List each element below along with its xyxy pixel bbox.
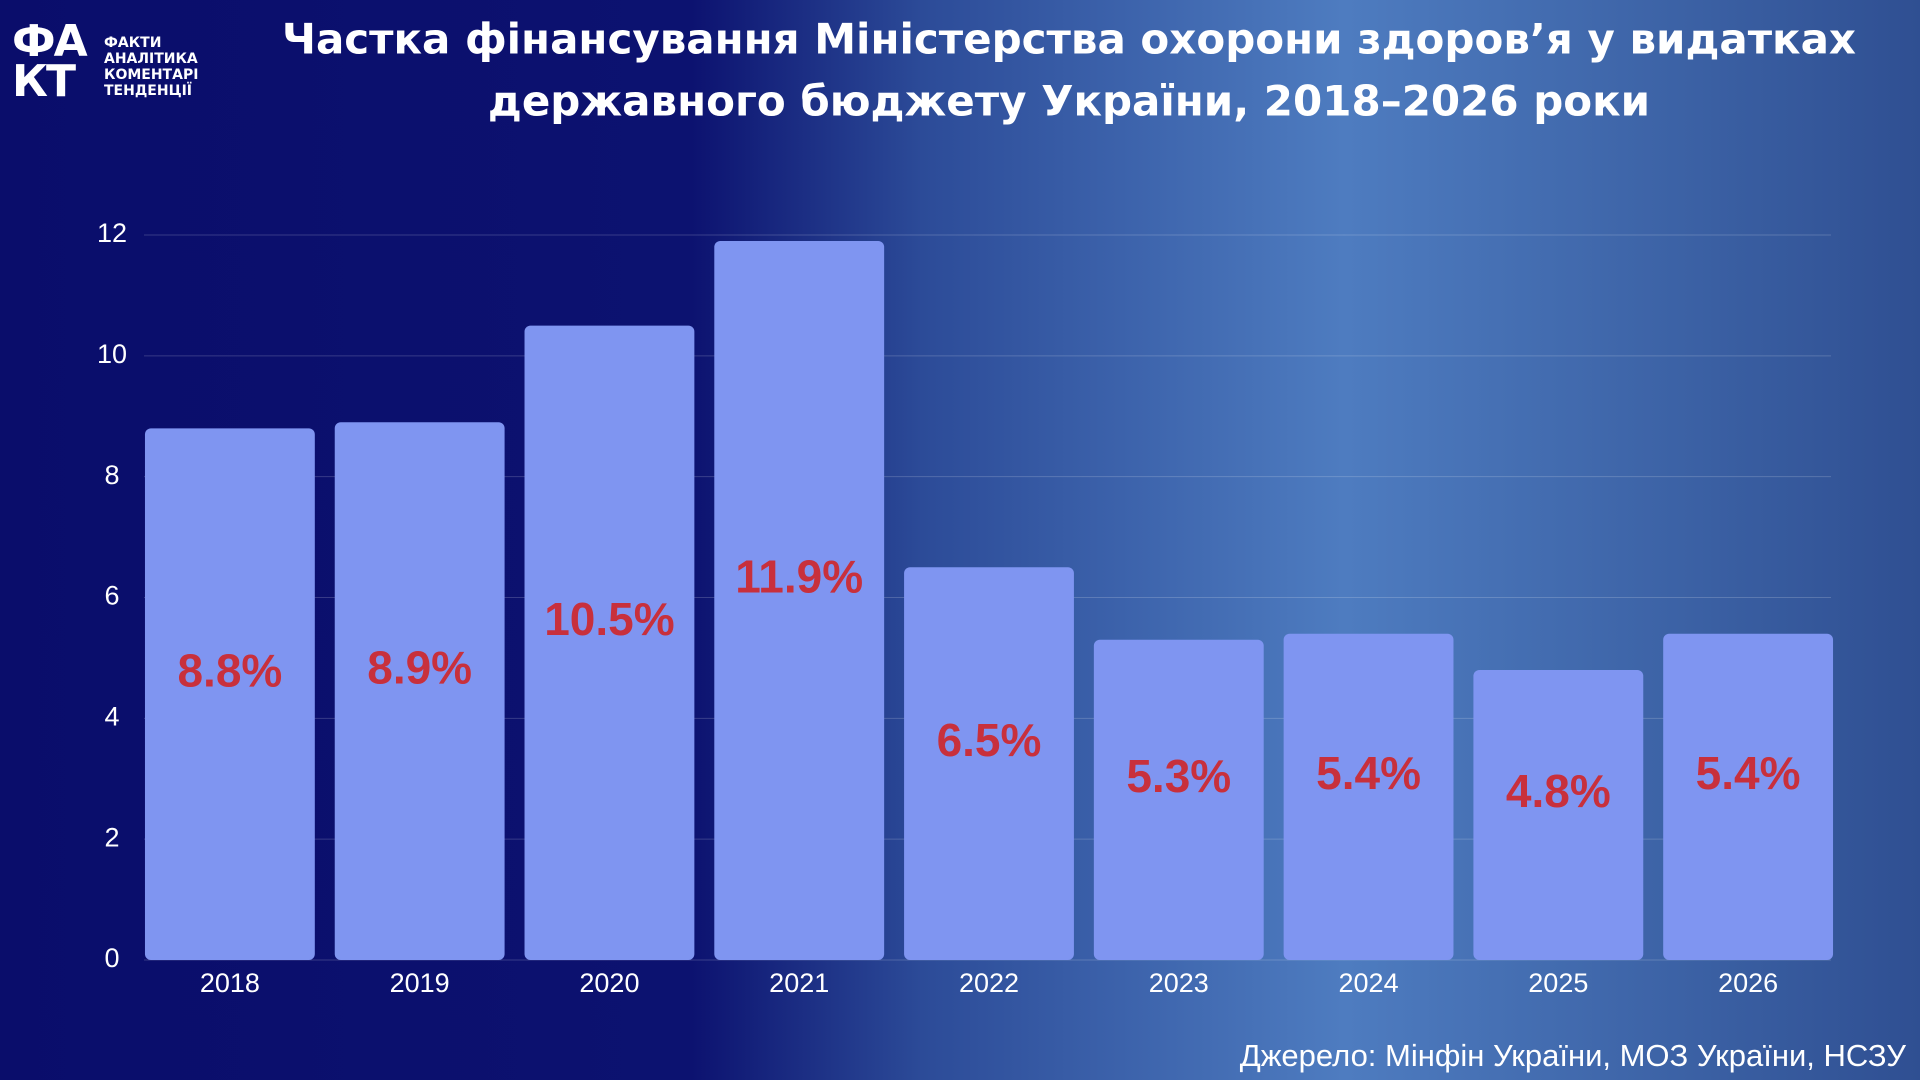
bar (1093, 639, 1264, 960)
x-tick-label: 2024 (1339, 968, 1399, 998)
value-label: 6.5% (937, 714, 1042, 766)
x-tick-label: 2018 (200, 968, 260, 998)
y-tick-label: 10 (97, 339, 127, 369)
x-tick-label: 2020 (579, 968, 639, 998)
y-tick-label: 2 (104, 822, 119, 852)
x-tick-label: 2025 (1528, 968, 1588, 998)
logo-text: АНАЛІТИКА (104, 51, 198, 67)
bar (1473, 670, 1644, 960)
value-label: 5.4% (1316, 747, 1421, 799)
x-tick-label: 2023 (1149, 968, 1209, 998)
bar (714, 241, 885, 960)
value-label: 5.3% (1126, 750, 1231, 802)
x-tick-label: 2022 (959, 968, 1019, 998)
logo-text: КОМЕНТАРІ (104, 67, 198, 83)
bar (144, 428, 315, 960)
source-note: Джерело: Мінфін України, МОЗ України, НС… (1240, 1038, 1907, 1073)
bar (1283, 633, 1454, 960)
logo: ФА КТ ФАКТИ АНАЛІТИКА КОМЕНТАРІ ТЕНДЕНЦІ… (12, 16, 198, 107)
value-label: 8.8% (177, 644, 282, 696)
value-label: 5.4% (1696, 747, 1801, 799)
y-tick-label: 6 (104, 581, 119, 611)
logo-mark: ФА (12, 16, 88, 67)
bar (1663, 633, 1834, 960)
bar (904, 567, 1074, 960)
chart-title: державного бюджету України, 2018–2026 ро… (488, 77, 1650, 126)
x-tick-label: 2021 (769, 968, 829, 998)
value-label: 11.9% (735, 551, 863, 603)
y-tick-label: 4 (104, 701, 119, 731)
x-tick-label: 2019 (390, 968, 450, 998)
logo-mark: КТ (12, 56, 76, 107)
value-label: 10.5% (544, 593, 674, 645)
value-label: 4.8% (1506, 765, 1611, 817)
x-tick-label: 2026 (1718, 968, 1778, 998)
value-label: 8.9% (367, 641, 472, 693)
bar (334, 422, 505, 961)
y-tick-label: 8 (104, 460, 119, 490)
bar (524, 325, 695, 960)
y-tick-label: 12 (97, 218, 127, 248)
chart-title: Частка фінансування Міністерства охорони… (282, 15, 1856, 64)
logo-text: ФАКТИ (104, 35, 161, 51)
y-tick-label: 0 (104, 943, 119, 973)
logo-text: ТЕНДЕНЦІЇ (104, 82, 192, 99)
